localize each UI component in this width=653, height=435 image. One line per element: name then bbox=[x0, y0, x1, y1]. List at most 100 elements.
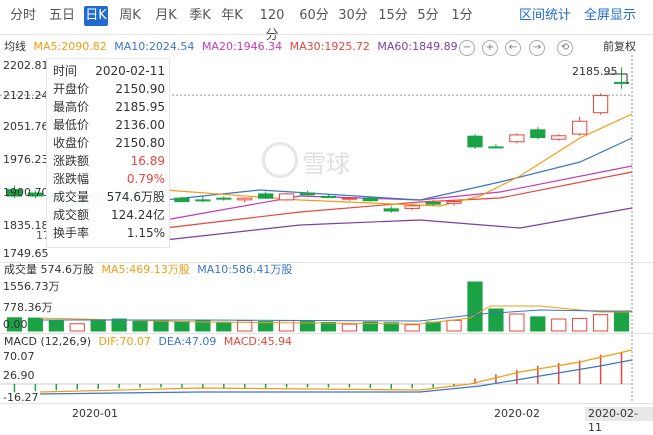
tab-period[interactable]: 分时 bbox=[9, 8, 36, 23]
tooltip-row: 换手率 1.15% bbox=[53, 225, 165, 241]
tab-period[interactable]: 周K bbox=[119, 8, 141, 23]
tooltip-row: 涨跌额 16.89 bbox=[53, 153, 165, 169]
tooltip-key: 换手率 bbox=[53, 226, 90, 240]
candle-body bbox=[6, 189, 23, 197]
candle-body bbox=[27, 192, 44, 197]
pan-right-icon[interactable]: → bbox=[529, 40, 545, 56]
fullscreen-link[interactable]: 全屏显示 bbox=[584, 8, 637, 23]
current-date-label: 2020-02-11 bbox=[585, 407, 653, 434]
tooltip-row: 时间 2020-02-11 bbox=[53, 63, 165, 79]
candle-body bbox=[362, 197, 378, 202]
interval-stats-link[interactable]: 区间统计 bbox=[519, 8, 572, 23]
ma60-label: MA60:1849.89 bbox=[377, 40, 458, 53]
kline-chart[interactable] bbox=[0, 0, 653, 424]
candle-body bbox=[320, 195, 337, 198]
candle-body bbox=[509, 134, 525, 143]
tooltip-key: 成交额 bbox=[53, 208, 90, 222]
tab-period[interactable]: 5分 bbox=[417, 8, 439, 23]
tab-period[interactable]: 60分 bbox=[299, 8, 329, 23]
volume-bar bbox=[195, 320, 211, 332]
volume-bar bbox=[278, 320, 295, 332]
y-label-volume: 0.00 bbox=[3, 318, 28, 331]
tooltip-value: 2185.95 bbox=[115, 100, 165, 114]
vol-ma5-label: MA5:469.13万股 bbox=[101, 263, 190, 276]
y-label-main: 2051.76 bbox=[3, 120, 49, 133]
pan-left-icon[interactable]: ← bbox=[505, 40, 521, 56]
ma30-label: MA30:1925.72 bbox=[289, 40, 370, 53]
volume-bar bbox=[488, 308, 504, 332]
tooltip-value: 2150.90 bbox=[115, 82, 165, 96]
tooltip-row: 最高价 2185.95 bbox=[53, 99, 165, 115]
volume-bar bbox=[551, 318, 567, 332]
tab-period[interactable]: 日K bbox=[84, 6, 108, 26]
tab-period[interactable]: 五日 bbox=[48, 8, 75, 23]
tooltip-key: 收盘价 bbox=[53, 136, 90, 150]
tab-period[interactable]: 季K bbox=[189, 8, 211, 23]
panel-divider bbox=[0, 333, 653, 334]
volume-bar bbox=[48, 319, 64, 332]
tooltip-value: 16.89 bbox=[130, 154, 165, 168]
y-label-macd: 26.90 bbox=[3, 369, 35, 382]
candle-body bbox=[258, 193, 274, 199]
y-label-main: 2202.81 bbox=[3, 59, 49, 72]
candle-body bbox=[341, 197, 358, 200]
y-label-main: 2121.24 bbox=[3, 89, 49, 102]
y-label-volume: 778.36万 bbox=[3, 301, 53, 314]
volume-bar bbox=[320, 322, 337, 332]
tooltip-row: 成交额 124.24亿 bbox=[53, 207, 165, 223]
volume-bar bbox=[592, 314, 609, 332]
y-label-main: 1749.65 bbox=[3, 247, 49, 260]
zoom-in-icon[interactable]: + bbox=[482, 40, 498, 56]
tab-period[interactable]: 15分 bbox=[378, 8, 408, 23]
zoom-out-icon[interactable]: − bbox=[459, 40, 475, 56]
ma10-line bbox=[164, 137, 633, 201]
tab-period[interactable]: 年K bbox=[221, 8, 243, 23]
candle-body bbox=[551, 135, 567, 140]
reset-icon[interactable]: ⟲ bbox=[557, 40, 573, 56]
volume-bar bbox=[111, 318, 127, 332]
tooltip-key: 时间 bbox=[53, 64, 78, 78]
x-label: 2020-02 bbox=[494, 407, 540, 420]
candle-body bbox=[613, 81, 630, 84]
volume-bar bbox=[509, 313, 525, 332]
vol-ma10-label: MA10:586.41万股 bbox=[197, 263, 293, 276]
y-label-main: 1900.70 bbox=[3, 186, 49, 199]
volume-ma10-line bbox=[40, 309, 632, 322]
tooltip-row: 成交量 574.6万股 bbox=[53, 189, 165, 205]
candle-tooltip: 时间 2020-02-11 开盘价 2150.90 最高价 2185.95 最低价 2136.… bbox=[46, 58, 170, 248]
candle-body bbox=[446, 201, 462, 204]
adjust-selector[interactable]: 前复权 bbox=[603, 40, 636, 53]
tab-period[interactable]: 月K bbox=[155, 8, 177, 23]
y-label-macd: 70.07 bbox=[3, 350, 35, 363]
candle-body bbox=[383, 208, 399, 212]
ma30-line bbox=[164, 171, 633, 229]
tab-period[interactable]: 30分 bbox=[338, 8, 368, 23]
y-label-main: 1976.23 bbox=[3, 153, 49, 166]
panel-divider bbox=[0, 262, 653, 263]
tooltip-key: 涨跌幅 bbox=[53, 172, 90, 186]
volume-bar bbox=[404, 324, 420, 332]
tooltip-row: 收盘价 2150.80 bbox=[53, 135, 165, 151]
candle-body bbox=[237, 197, 253, 201]
ma60-line bbox=[164, 207, 633, 241]
tooltip-value: 2020-02-11 bbox=[95, 64, 165, 78]
volume-bar bbox=[362, 321, 378, 332]
volume-bar bbox=[6, 317, 23, 332]
volume-bar bbox=[467, 281, 483, 332]
dif-label: DIF:70.07 bbox=[98, 335, 151, 348]
tab-period[interactable]: 120分 bbox=[259, 8, 285, 43]
ma5-line bbox=[164, 113, 633, 207]
toolbar-divider bbox=[0, 34, 653, 35]
y-label-macd: -16.27 bbox=[3, 391, 39, 404]
volume-bar bbox=[299, 321, 316, 332]
tooltip-key: 成交量 bbox=[53, 190, 90, 204]
tooltip-value: 574.6万股 bbox=[106, 190, 165, 204]
candle-body bbox=[467, 135, 483, 148]
volume-bar bbox=[90, 320, 106, 332]
ma-legend-label: 均线 bbox=[4, 40, 26, 53]
tab-period[interactable]: 1分 bbox=[451, 8, 473, 23]
tooltip-value: 2150.80 bbox=[115, 136, 165, 150]
ma-legend: 均线 MA5:2090.82 MA10:2024.54 MA20:1946.34… bbox=[4, 40, 462, 54]
watermark-logo-icon bbox=[262, 142, 298, 178]
candle-body bbox=[530, 129, 546, 138]
